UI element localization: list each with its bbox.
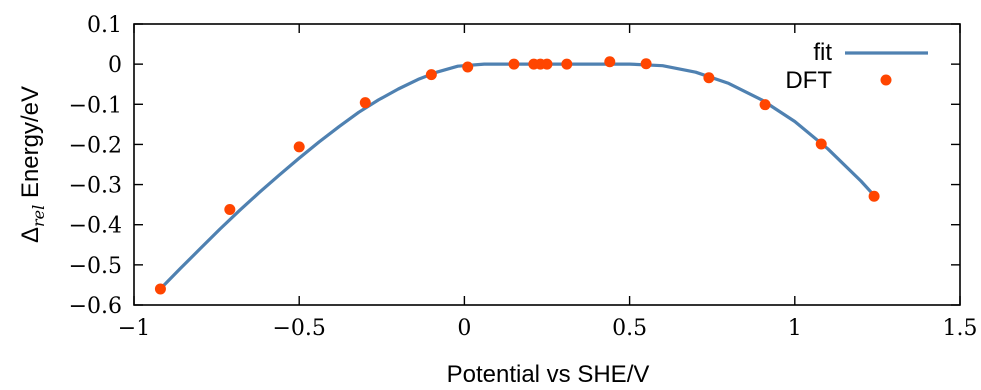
y-tick-label: −0.1	[69, 93, 122, 118]
dft-point	[462, 61, 474, 73]
x-tick-label: 0	[457, 316, 471, 341]
plot-content	[154, 56, 880, 295]
dft-point	[640, 58, 652, 70]
dft-point	[359, 97, 371, 109]
dft-point	[759, 99, 771, 111]
x-tick-label: 1.5	[943, 316, 978, 341]
x-tick-label: −0.5	[272, 316, 325, 341]
y-axis-title: Δrel Energy/eV	[17, 86, 48, 243]
dft-point	[508, 58, 520, 70]
y-tick-label: −0.2	[69, 133, 122, 158]
dft-point	[293, 141, 305, 153]
dft-point	[703, 72, 715, 84]
y-tick-label: 0.1	[87, 13, 122, 38]
dft-point	[154, 283, 166, 295]
plot-frame	[133, 23, 961, 306]
dft-point	[815, 138, 827, 150]
y-tick-label: −0.3	[69, 174, 122, 199]
y-axis-title-subscript: rel	[29, 205, 48, 227]
y-tick-label: −0.6	[69, 294, 122, 319]
dft-point	[224, 203, 236, 215]
legend-label-dft: DFT	[785, 67, 832, 94]
series-fit-line	[159, 62, 876, 291]
dft-point	[541, 58, 553, 70]
y-tick-label: −0.5	[69, 254, 122, 279]
y-axis-title-symbol: Δ	[17, 227, 44, 243]
legend-label-fit: fit	[813, 39, 832, 66]
dft-point	[561, 58, 573, 70]
dft-point	[604, 56, 616, 68]
legend: fit DFT	[785, 39, 928, 94]
dft-point	[425, 69, 437, 81]
dft-point	[868, 190, 880, 202]
x-axis: −1 −0.5 0 0.5 1 1.5	[118, 24, 978, 341]
x-tick-label: 0.5	[612, 316, 647, 341]
y-tick-label: 0	[108, 53, 122, 78]
y-tick-label: −0.4	[69, 214, 122, 239]
x-tick-label: −1	[118, 316, 150, 341]
y-axis-title-rest: Energy/eV	[17, 86, 44, 205]
legend-swatch-dft	[880, 74, 892, 86]
y-axis: 0.1 0 −0.1 −0.2 −0.3 −0.4 −0.5 −0.6	[69, 13, 960, 319]
x-tick-label: 1	[788, 316, 802, 341]
x-axis-title: Potential vs SHE/V	[447, 361, 650, 388]
